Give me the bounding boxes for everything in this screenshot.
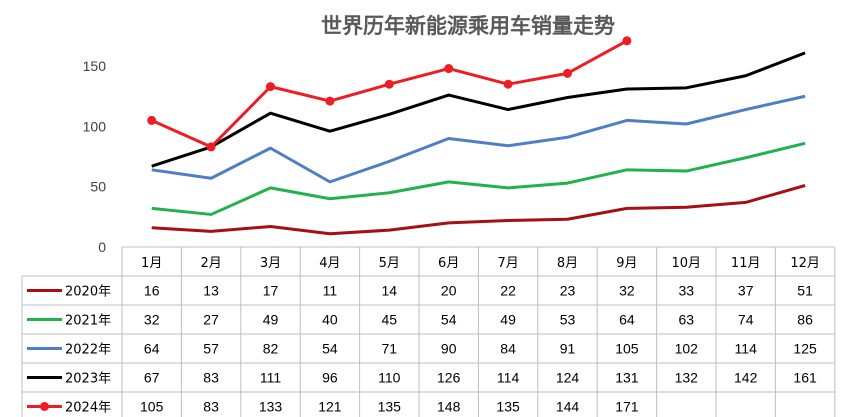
data-label: 91 [560, 341, 576, 357]
y-tick-label: 100 [83, 118, 107, 134]
data-label: 71 [382, 341, 398, 357]
data-point [325, 96, 335, 106]
data-label: 144 [556, 399, 580, 415]
data-label: 54 [441, 312, 457, 328]
data-label: 63 [679, 312, 695, 328]
data-label: 86 [797, 312, 813, 328]
data-label: 32 [619, 283, 635, 299]
data-label: 45 [382, 312, 398, 328]
y-tick-label: 0 [98, 239, 106, 255]
series-line-2024年 [151, 39, 628, 149]
data-label: 110 [378, 370, 401, 386]
data-point [622, 36, 632, 46]
category-label: 8月 [557, 256, 578, 271]
data-point [384, 79, 394, 89]
data-label: 33 [679, 283, 695, 299]
data-label: 131 [615, 370, 639, 386]
data-label: 13 [203, 283, 219, 299]
data-label: 135 [378, 399, 402, 415]
data-label: 23 [560, 283, 576, 299]
data-label: 17 [263, 283, 279, 299]
data-label: 102 [675, 341, 699, 357]
data-label: 114 [497, 370, 520, 386]
data-label: 148 [437, 399, 461, 415]
data-label: 124 [556, 370, 580, 386]
data-label: 171 [615, 399, 639, 415]
data-label: 111 [260, 370, 281, 386]
category-label: 9月 [616, 256, 637, 271]
data-point [266, 82, 275, 92]
data-point [206, 142, 216, 152]
data-label: 142 [734, 370, 758, 386]
series-line-2023年 [151, 51, 806, 168]
data-label: 105 [140, 399, 164, 415]
data-label: 64 [144, 341, 160, 357]
series-line-2021年 [151, 141, 806, 216]
data-label: 84 [500, 341, 516, 357]
category-label: 11月 [731, 256, 761, 271]
data-label: 64 [619, 312, 635, 328]
y-tick-label: 150 [83, 58, 107, 74]
series-line-2020年 [151, 184, 806, 236]
data-label: 161 [793, 370, 817, 386]
legend-marker [40, 402, 49, 411]
data-label: 83 [203, 370, 219, 386]
category-label: 5月 [379, 256, 400, 271]
data-label: 54 [322, 341, 338, 357]
data-label: 22 [500, 283, 516, 299]
data-label: 53 [560, 312, 576, 328]
data-label: 20 [441, 283, 457, 299]
data-label: 114 [735, 341, 758, 357]
data-label: 40 [322, 312, 338, 328]
data-label: 51 [797, 283, 813, 299]
data-label: 11 [323, 283, 338, 299]
category-label: 2月 [200, 256, 221, 271]
data-label: 135 [496, 399, 520, 415]
category-label: 7月 [497, 256, 518, 271]
data-label: 96 [322, 370, 338, 386]
y-tick-label: 50 [90, 179, 106, 195]
y-axis: 0 50 100 150 [83, 58, 107, 255]
legend-label: 2023年 [65, 372, 111, 387]
data-label: 16 [144, 283, 160, 299]
data-label: 121 [318, 399, 342, 415]
data-label: 83 [203, 399, 219, 415]
data-label: 67 [144, 370, 160, 386]
data-label: 126 [437, 370, 461, 386]
data-label: 133 [259, 399, 283, 415]
category-label: 12月 [790, 256, 820, 271]
legend-label: 2021年 [65, 314, 111, 329]
data-label: 105 [615, 341, 639, 357]
series-line-2022年 [151, 94, 806, 184]
data-label: 82 [263, 341, 279, 357]
data-label: 90 [441, 341, 457, 357]
series-lines [147, 36, 806, 236]
data-label: 57 [203, 341, 219, 357]
data-label: 49 [500, 312, 516, 328]
category-label: 4月 [319, 256, 340, 271]
data-label: 132 [675, 370, 699, 386]
chart-title: 世界历年新能源乘用车销量走势 [321, 14, 615, 38]
category-label: 1月 [141, 256, 162, 271]
legend-label: 2022年 [65, 343, 111, 358]
data-label: 27 [203, 312, 219, 328]
data-label: 14 [382, 283, 398, 299]
data-label: 49 [263, 312, 279, 328]
legend-label: 2020年 [65, 285, 111, 300]
data-label: 32 [144, 312, 160, 328]
data-point [444, 64, 454, 74]
data-point [147, 115, 157, 125]
data-label: 37 [738, 283, 754, 299]
data-label: 74 [738, 312, 754, 328]
category-label: 3月 [260, 256, 281, 271]
category-label: 6月 [438, 256, 459, 271]
data-point [503, 79, 513, 89]
data-label: 125 [793, 341, 817, 357]
legend-label: 2024年 [65, 401, 111, 416]
data-point [563, 68, 572, 78]
category-label: 10月 [672, 256, 702, 271]
